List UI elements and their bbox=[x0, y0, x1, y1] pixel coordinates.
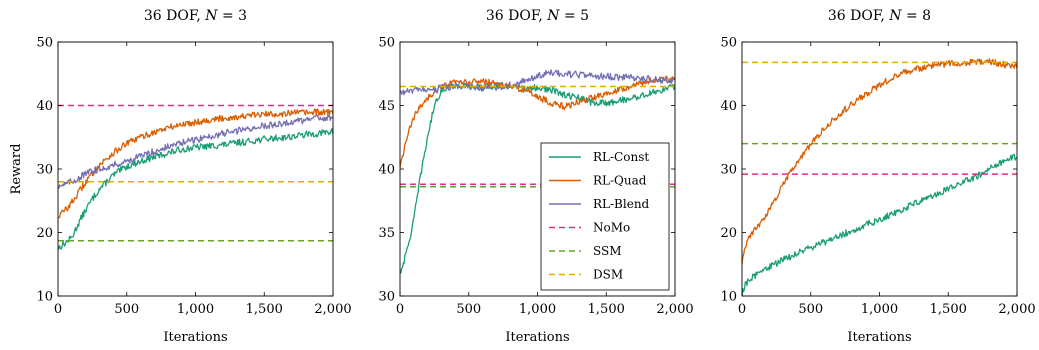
y-tick-label: 45 bbox=[378, 99, 395, 114]
series-line-rl-blend bbox=[58, 114, 333, 189]
y-tick-label: 30 bbox=[378, 290, 395, 305]
y-tick-label: 20 bbox=[36, 226, 53, 241]
x-tick-label: 2,000 bbox=[656, 302, 693, 317]
chart-title: 36 DOF, N = 8 bbox=[828, 8, 931, 24]
x-tick-label: 500 bbox=[798, 302, 823, 317]
legend-label: NoMo bbox=[593, 221, 630, 235]
y-tick-label: 20 bbox=[720, 226, 737, 241]
chart-title: 36 DOF, N = 3 bbox=[144, 8, 247, 24]
x-tick-label: 0 bbox=[54, 302, 62, 317]
x-tick-label: 2,000 bbox=[998, 302, 1035, 317]
series-group bbox=[742, 58, 1017, 296]
y-tick-label: 10 bbox=[720, 290, 737, 305]
y-axis-label: Reward bbox=[9, 144, 24, 195]
x-axis-label: Iterations bbox=[847, 330, 911, 345]
series-line-rl-quad bbox=[58, 108, 333, 219]
y-tick-label: 30 bbox=[720, 163, 737, 178]
series-group bbox=[400, 69, 675, 274]
x-tick-label: 1,500 bbox=[246, 302, 283, 317]
y-tick-label: 50 bbox=[378, 36, 395, 51]
series-line-rl-quad bbox=[400, 75, 675, 168]
x-tick-label: 2,000 bbox=[314, 302, 351, 317]
x-tick-label: 1,000 bbox=[177, 302, 214, 317]
y-tick-label: 40 bbox=[720, 99, 737, 114]
legend-label: RL-Quad bbox=[593, 174, 647, 188]
legend-label: RL-Const bbox=[593, 150, 649, 164]
x-tick-label: 1,000 bbox=[861, 302, 898, 317]
x-tick-label: 1,500 bbox=[930, 302, 967, 317]
legend-label: DSM bbox=[593, 268, 623, 282]
chart-title: 36 DOF, N = 5 bbox=[486, 8, 589, 24]
y-tick-label: 10 bbox=[36, 290, 53, 305]
x-tick-label: 0 bbox=[396, 302, 404, 317]
series-group bbox=[58, 104, 333, 251]
chart-panel-n5: 36 DOF, N = 5 0 500 1,000 1,500 2,000 30 35 40 45… bbox=[378, 8, 693, 345]
x-tick-label: 500 bbox=[456, 302, 481, 317]
y-tick-label: 40 bbox=[36, 99, 53, 114]
y-tick-label: 50 bbox=[36, 36, 53, 51]
series-line-rl-const bbox=[400, 81, 675, 274]
x-tick-label: 500 bbox=[114, 302, 139, 317]
x-axis-label: Iterations bbox=[505, 330, 569, 345]
legend-box bbox=[540, 142, 670, 291]
chart-panel-n8: 36 DOF, N = 8 0 500 1,000 1,500 2,000 10 20 30 40… bbox=[720, 8, 1035, 345]
legend: RL-Const RL-Quad RL-Blend NoMo SSM DSM bbox=[540, 142, 670, 291]
y-tick-label: 30 bbox=[36, 163, 53, 178]
legend-label: SSM bbox=[593, 244, 622, 258]
y-tick-label: 35 bbox=[378, 226, 395, 241]
x-tick-label: 0 bbox=[738, 302, 746, 317]
series-line-rl-quad bbox=[742, 58, 1017, 265]
series-line-rl-const bbox=[58, 128, 333, 251]
x-axis-label: Iterations bbox=[163, 330, 227, 345]
legend-label: RL-Blend bbox=[593, 197, 650, 211]
x-tick-label: 1,500 bbox=[588, 302, 625, 317]
series-line-rl-const bbox=[742, 153, 1017, 296]
x-tick-label: 1,000 bbox=[519, 302, 556, 317]
y-tick-label: 50 bbox=[720, 36, 737, 51]
y-tick-label: 40 bbox=[378, 163, 395, 178]
chart-panel-n3: 36 DOF, N = 3 0 500 1,000 1,500 2,000 10 20 30 40… bbox=[9, 8, 352, 345]
